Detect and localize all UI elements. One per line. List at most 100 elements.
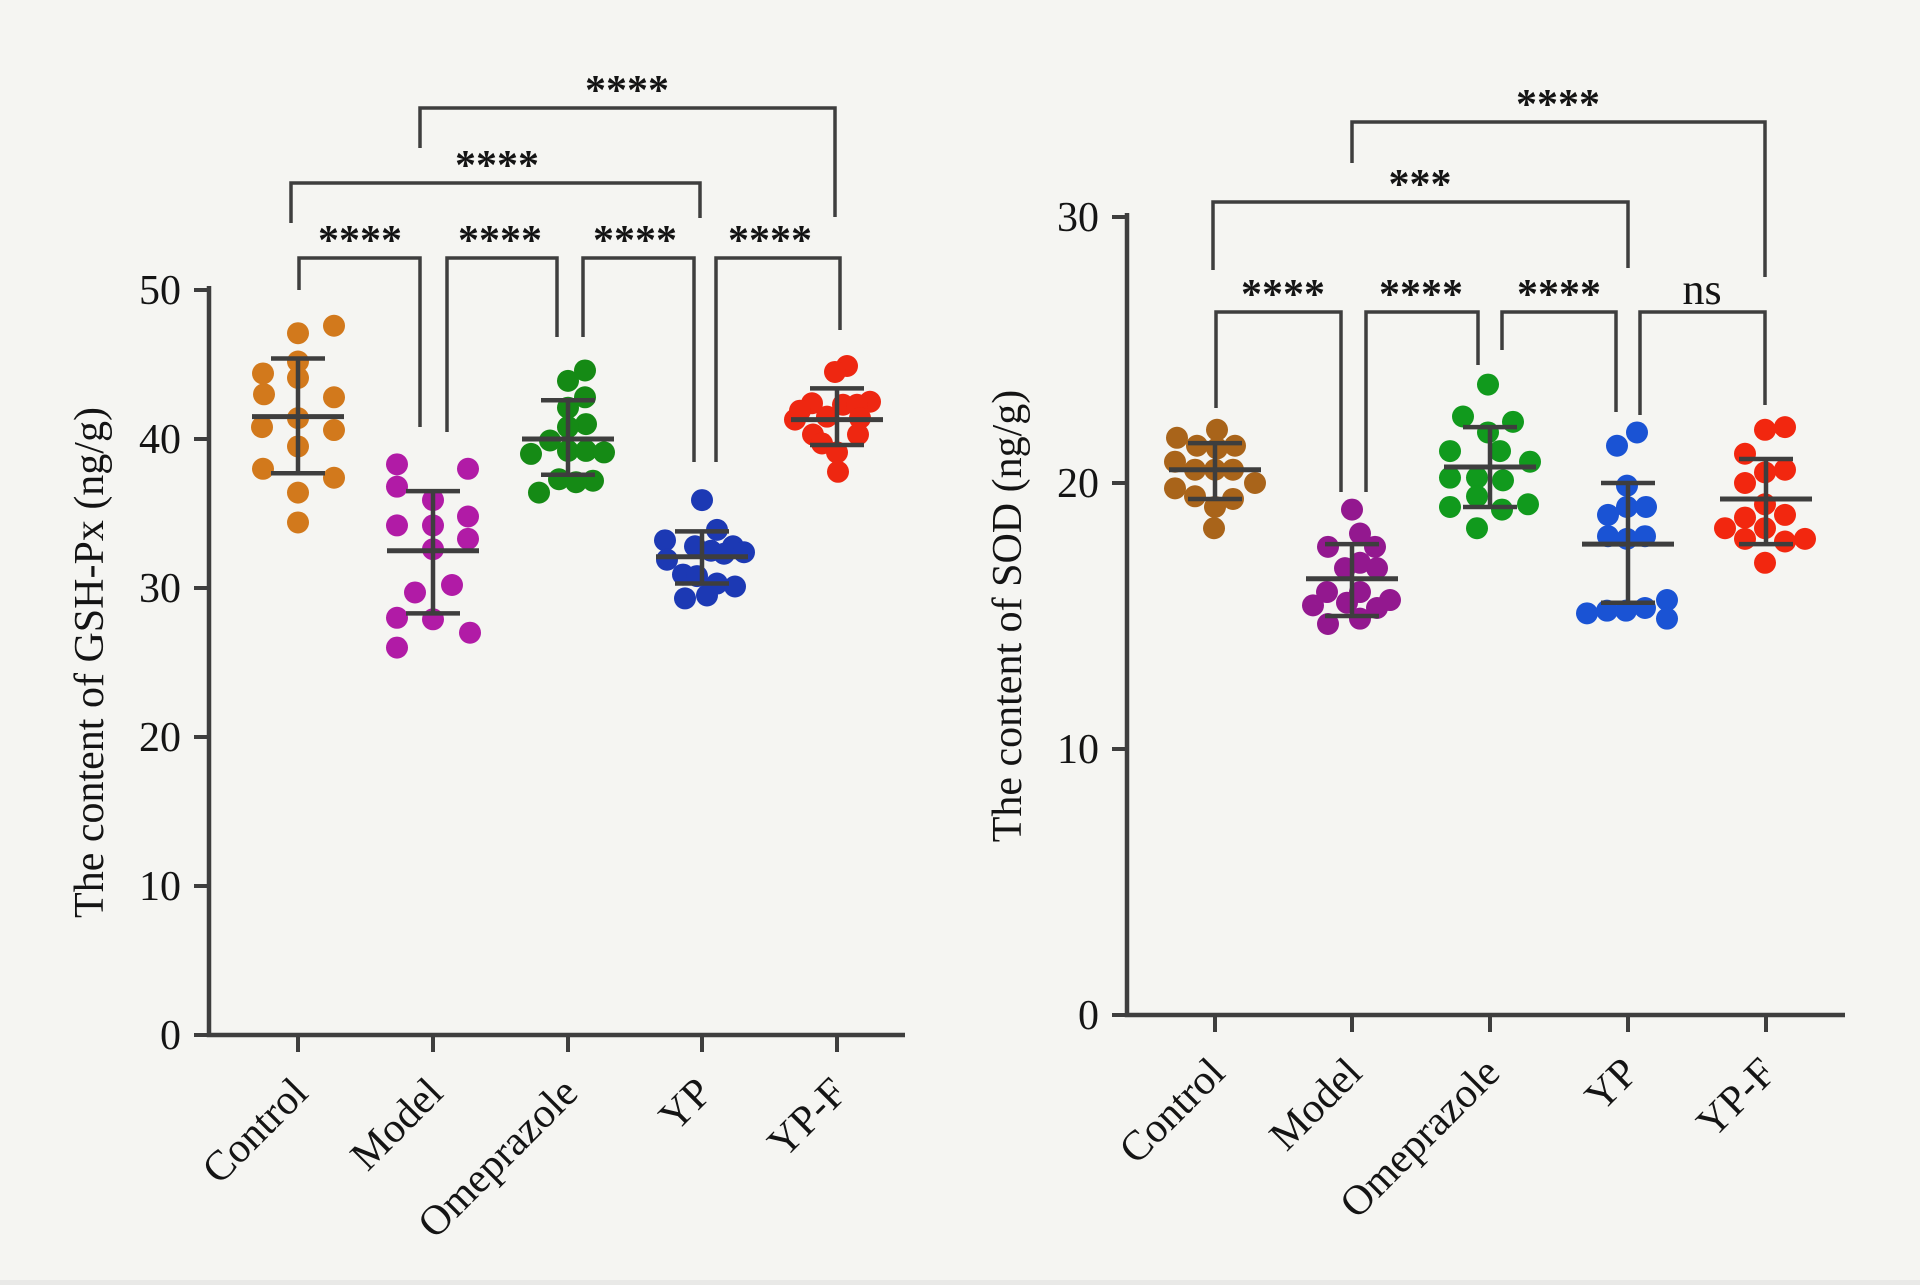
data-point [1302, 594, 1324, 617]
data-point [251, 416, 273, 439]
data-point [733, 541, 755, 564]
group-points-model [386, 453, 481, 659]
data-point [528, 481, 550, 504]
significance-bracket [297, 256, 422, 427]
data-point [1596, 599, 1618, 622]
data-point [386, 514, 408, 537]
data-point [1452, 405, 1474, 428]
y-tick-label: 30 [1057, 195, 1099, 241]
significance-bracket [1350, 120, 1767, 277]
error-bar [1306, 541, 1398, 619]
significance-label: **** [1516, 82, 1600, 128]
error-bar [252, 356, 344, 476]
data-point [1634, 597, 1656, 620]
significance-label: **** [593, 218, 677, 264]
data-point [1317, 535, 1339, 558]
data-point [1656, 607, 1678, 630]
gsh-px-panel: 0 10 20 30 40 50 The content of GSH-Px (ng/g) C… [67, 68, 905, 1247]
data-point [323, 386, 345, 409]
data-point [1349, 607, 1371, 630]
data-point [1597, 503, 1619, 526]
significance-bracket [581, 256, 696, 462]
data-point [287, 481, 309, 504]
data-point [1364, 535, 1386, 558]
data-point [1166, 426, 1188, 449]
data-point [827, 460, 849, 483]
data-point [574, 359, 596, 382]
data-point [1734, 442, 1756, 465]
significance-label: **** [458, 218, 542, 264]
group-label: YP [1577, 1050, 1648, 1121]
y-tick-label: 0 [160, 1013, 181, 1059]
data-point [847, 423, 869, 446]
significance-label: **** [318, 218, 402, 264]
data-point [1466, 517, 1488, 540]
data-point [1774, 503, 1796, 526]
data-point [459, 621, 481, 644]
group-label: Control [194, 1070, 317, 1193]
y-tick-label: 20 [139, 715, 181, 761]
axes [1124, 213, 1845, 1018]
data-point [1606, 434, 1628, 457]
data-point [1466, 466, 1488, 489]
data-point [1439, 466, 1461, 489]
data-point [323, 314, 345, 337]
group-points-model [1302, 498, 1401, 635]
data-point [1774, 416, 1796, 439]
data-point [1317, 612, 1339, 635]
error-bar [656, 529, 748, 586]
data-point [1754, 418, 1776, 441]
data-point [1366, 597, 1388, 620]
data-point [252, 457, 274, 480]
y-axis-title: The content of SOD (ng/g) [985, 390, 1031, 843]
significance-bracket [445, 256, 559, 432]
data-point [593, 441, 615, 464]
y-tick-label: 20 [1057, 461, 1099, 507]
data-point [1492, 469, 1514, 492]
data-point [323, 419, 345, 442]
data-point [1491, 498, 1513, 521]
error-bar [1444, 424, 1536, 510]
y-tick-label: 50 [139, 268, 181, 314]
data-point [1224, 434, 1246, 457]
significance-bracket [1500, 310, 1618, 412]
significance-bracket [1638, 310, 1767, 415]
data-point [824, 360, 846, 383]
significance-bracket [1214, 310, 1343, 492]
data-point [1206, 418, 1228, 441]
data-point [1774, 458, 1796, 481]
group-points-yp [654, 489, 755, 610]
data-point [1734, 527, 1756, 550]
data-point [674, 587, 696, 610]
error-bar [791, 386, 883, 448]
error-bar [387, 488, 479, 616]
data-point [1734, 472, 1756, 494]
data-point [696, 584, 718, 607]
data-point [1626, 421, 1648, 444]
data-point [1466, 485, 1488, 508]
data-point [724, 575, 746, 598]
error-bar [522, 398, 614, 478]
significance-label: ns [1682, 265, 1721, 314]
data-point [656, 548, 678, 571]
data-point [1635, 495, 1657, 518]
data-point [713, 542, 735, 565]
data-point [386, 636, 408, 659]
data-point [1366, 557, 1388, 580]
significance-label: **** [1517, 272, 1601, 318]
significance-bracket [714, 256, 842, 462]
data-point [441, 574, 463, 597]
data-point [1656, 589, 1678, 612]
data-point [1714, 517, 1736, 540]
group-label: YP-F [759, 1070, 856, 1167]
group-points-yp-f [784, 354, 881, 483]
data-point [386, 453, 408, 476]
significance-label: **** [455, 143, 539, 189]
data-point [287, 511, 309, 534]
data-point [404, 581, 426, 604]
significance-label: **** [1379, 272, 1463, 318]
data-point [691, 489, 713, 512]
error-bar [1720, 456, 1812, 547]
